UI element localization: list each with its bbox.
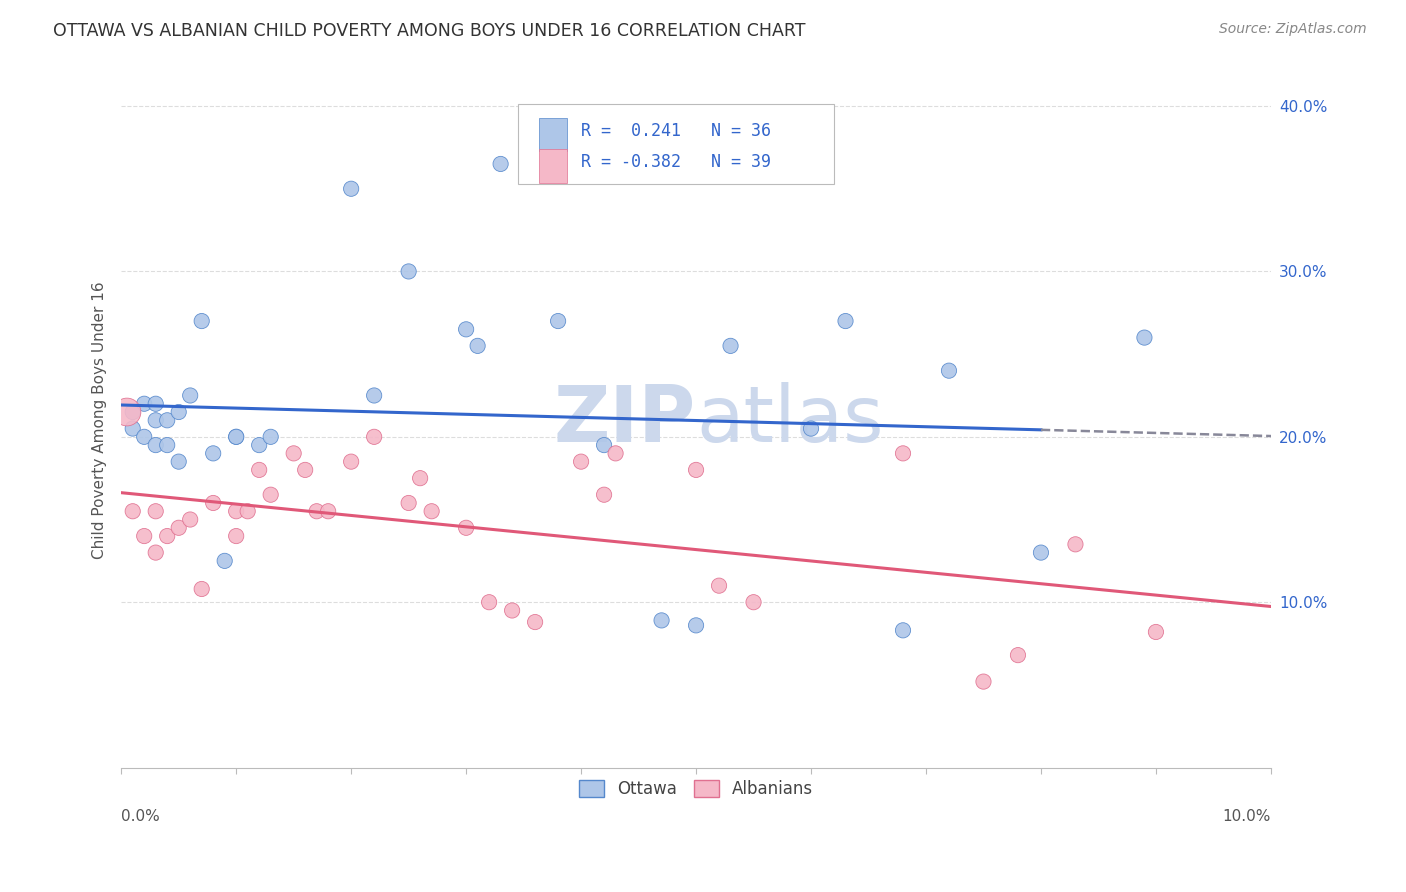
Point <box>800 421 823 435</box>
Point <box>260 430 283 444</box>
Point <box>972 674 994 689</box>
Point <box>121 421 143 435</box>
Point <box>340 182 363 196</box>
Point <box>398 264 420 278</box>
Point <box>134 529 156 543</box>
Point <box>260 488 283 502</box>
Point <box>605 446 627 460</box>
Point <box>156 438 179 452</box>
Point <box>651 614 673 628</box>
Point <box>524 615 547 629</box>
Point <box>156 413 179 427</box>
Text: 10.0%: 10.0% <box>1223 809 1271 824</box>
Point <box>145 504 167 518</box>
Point <box>489 157 512 171</box>
Point <box>1133 330 1156 344</box>
Point <box>834 314 856 328</box>
Point <box>720 339 742 353</box>
Point <box>456 322 478 336</box>
Point <box>145 438 167 452</box>
Point <box>145 546 167 560</box>
Point <box>190 314 212 328</box>
Text: Source: ZipAtlas.com: Source: ZipAtlas.com <box>1219 22 1367 37</box>
Point <box>501 603 523 617</box>
Point <box>569 455 592 469</box>
Point <box>167 521 190 535</box>
Point <box>283 446 305 460</box>
Point <box>214 554 236 568</box>
Point <box>190 582 212 596</box>
Y-axis label: Child Poverty Among Boys Under 16: Child Poverty Among Boys Under 16 <box>93 282 107 559</box>
Point <box>547 314 569 328</box>
Point <box>742 595 765 609</box>
Text: R =  0.241   N = 36: R = 0.241 N = 36 <box>581 121 770 140</box>
Point <box>938 364 960 378</box>
Point <box>115 405 138 419</box>
Point <box>225 430 247 444</box>
Legend: Ottawa, Albanians: Ottawa, Albanians <box>572 772 820 805</box>
FancyBboxPatch shape <box>517 104 834 184</box>
Point <box>202 446 225 460</box>
Point <box>398 496 420 510</box>
Point <box>467 339 489 353</box>
Point <box>420 504 443 518</box>
Point <box>316 504 339 518</box>
Point <box>145 397 167 411</box>
Point <box>167 405 190 419</box>
Point <box>247 438 270 452</box>
FancyBboxPatch shape <box>538 118 567 152</box>
Point <box>236 504 259 518</box>
Point <box>409 471 432 485</box>
Point <box>167 455 190 469</box>
Text: OTTAWA VS ALBANIAN CHILD POVERTY AMONG BOYS UNDER 16 CORRELATION CHART: OTTAWA VS ALBANIAN CHILD POVERTY AMONG B… <box>53 22 806 40</box>
FancyBboxPatch shape <box>538 149 567 183</box>
Point <box>156 529 179 543</box>
Text: R = -0.382   N = 39: R = -0.382 N = 39 <box>581 153 770 171</box>
Point <box>685 618 707 632</box>
Point <box>179 512 201 526</box>
Point <box>134 397 156 411</box>
Point <box>593 488 616 502</box>
Point <box>202 496 225 510</box>
Point <box>1144 624 1167 639</box>
Point <box>305 504 328 518</box>
Text: 0.0%: 0.0% <box>121 809 160 824</box>
Point <box>247 463 270 477</box>
Point <box>707 579 730 593</box>
Point <box>179 388 201 402</box>
Point <box>121 405 143 419</box>
Point <box>1007 648 1029 662</box>
Point <box>294 463 316 477</box>
Point <box>145 413 167 427</box>
Point <box>593 438 616 452</box>
Point <box>225 504 247 518</box>
Point <box>363 388 385 402</box>
Text: atlas: atlas <box>696 383 883 458</box>
Point <box>685 463 707 477</box>
Point <box>134 430 156 444</box>
Point <box>456 521 478 535</box>
Point <box>225 430 247 444</box>
Point <box>478 595 501 609</box>
Point <box>891 446 914 460</box>
Point <box>225 529 247 543</box>
Point <box>891 624 914 638</box>
Point <box>1029 546 1052 560</box>
Point <box>121 504 143 518</box>
Point <box>340 455 363 469</box>
Point <box>1064 537 1087 551</box>
Text: ZIP: ZIP <box>554 383 696 458</box>
Point <box>363 430 385 444</box>
